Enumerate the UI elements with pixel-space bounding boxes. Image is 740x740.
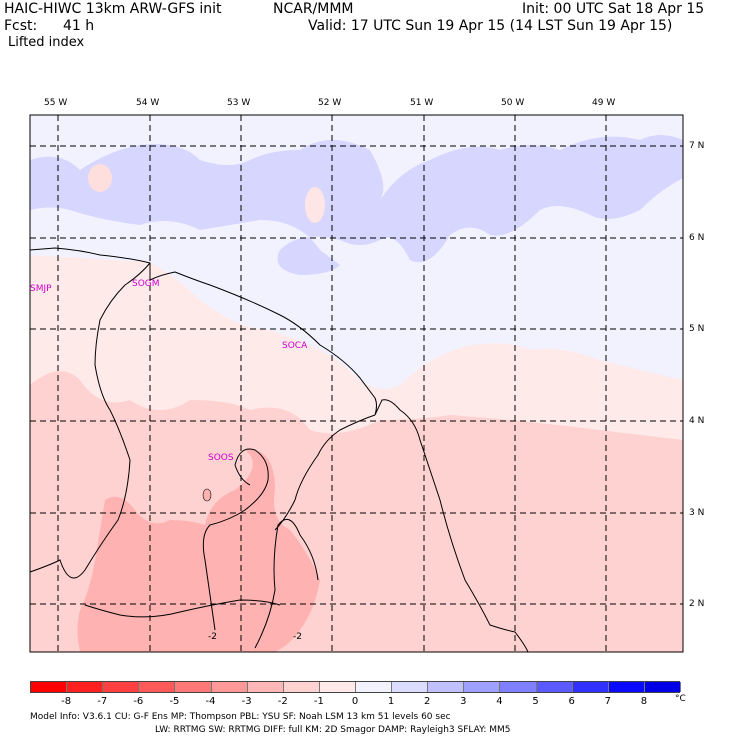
lat-label-2n: 2 N: [689, 599, 705, 609]
colorbar-swatch: [536, 682, 573, 692]
init-time: Init: 00 UTC Sat 18 Apr 15: [522, 1, 705, 17]
colorbar-swatch: [500, 682, 537, 692]
li-pocket-warm-1: [88, 164, 112, 192]
lon-label-50w: 50 W: [501, 98, 525, 108]
li-contour-minus2-b: [254, 518, 319, 649]
lon-label-55w: 55 W: [44, 98, 68, 108]
colorbar-swatch: [572, 682, 609, 692]
lon-label-49w: 49 W: [592, 98, 616, 108]
colorbar: [30, 681, 681, 693]
colorbar-tick-label: 7: [604, 696, 611, 707]
border-suriname-guiana: [274, 414, 376, 531]
border-guyana-suriname: [29, 262, 151, 579]
colorbar-swatch: [247, 682, 284, 692]
model-info-line2: LW: RRTMG SW: RRTMG DIFF: full KM: 2D Sm…: [155, 725, 511, 735]
colorbar-tick-label: -2: [277, 696, 288, 707]
colorbar-tick-label: -6: [133, 696, 144, 707]
lon-label-51w: 51 W: [410, 98, 434, 108]
colorbar-tick-label: 8: [640, 696, 648, 707]
field-name: Lifted index: [8, 35, 85, 50]
colorbar-swatch: [644, 682, 681, 692]
colorbar-tick-label: 5: [532, 696, 539, 707]
colorbar-swatch: [608, 682, 645, 692]
colorbar-swatch: [175, 682, 212, 692]
model-info-line1: Model Info: V3.6.1 CU: G-F Ens MP: Thomp…: [30, 712, 451, 722]
li-pocket-warm-2: [305, 187, 325, 223]
li-region-blue: [30, 135, 683, 275]
station-smjp: SMJP: [30, 284, 52, 294]
colorbar-swatch: [67, 682, 104, 692]
colorbar-tick-label: 6: [568, 696, 575, 707]
contour-label-2: -2: [293, 632, 302, 642]
colorbar-tick-label: 2: [424, 696, 431, 707]
li-patch-small: [202, 488, 212, 502]
lon-label-52w: 52 W: [318, 98, 342, 108]
colorbar-swatch: [31, 682, 68, 692]
colorbar-tick-label: 3: [460, 696, 467, 707]
colorbar-tick-label: -3: [241, 696, 252, 707]
lat-label-3n: 3 N: [689, 508, 705, 518]
forecast-label: Fcst:: [4, 18, 38, 34]
colorbar-swatch: [103, 682, 140, 692]
colorbar-swatch: [428, 682, 465, 692]
colorbar-swatch: [319, 682, 356, 692]
map-frame: [29, 114, 684, 653]
colorbar-tick-label: -5: [169, 696, 180, 707]
station-soos: SOOS: [208, 453, 234, 463]
colorbar-swatch: [211, 682, 248, 692]
lat-label-4n: 4 N: [689, 416, 705, 426]
graticule: [30, 115, 683, 652]
lat-label-7n: 7 N: [689, 141, 705, 151]
coastline: [29, 247, 529, 653]
forecast-hour: 41 h: [63, 18, 95, 34]
colorbar-tick-label: -8: [61, 696, 72, 707]
lat-label-6n: 6 N: [689, 233, 705, 243]
colorbar-swatch: [139, 682, 176, 692]
colorbar-swatch: [464, 682, 501, 692]
contour-label-1: -2: [208, 632, 217, 642]
colorbar-swatch: [392, 682, 429, 692]
lon-label-54w: 54 W: [136, 98, 160, 108]
colorbar-tick-label: 4: [496, 696, 503, 707]
lon-label-53w: 53 W: [227, 98, 251, 108]
colorbar-tick-label: 0: [351, 696, 359, 707]
border-southern: [84, 599, 281, 618]
colorbar-unit: °C: [675, 694, 686, 704]
valid-time: Valid: 17 UTC Sun 19 Apr 15 (14 LST Sun …: [308, 18, 673, 34]
station-soca: SOCA: [282, 341, 308, 351]
colorbar-swatch: [283, 682, 320, 692]
colorbar-tick-label: -4: [205, 696, 216, 707]
colorbar-tick-label: -7: [97, 696, 108, 707]
lat-label-5n: 5 N: [689, 324, 705, 334]
institution-label: NCAR/MMM: [273, 1, 354, 17]
model-title: HAIC-HIWC 13km ARW-GFS init: [4, 1, 222, 17]
colorbar-tick-label: 1: [387, 696, 395, 707]
colorbar-swatch: [356, 682, 393, 692]
li-contour-minus2-a: [202, 448, 269, 631]
station-sogm: SOGM: [132, 279, 160, 289]
colorbar-tick-label: -1: [313, 696, 324, 707]
